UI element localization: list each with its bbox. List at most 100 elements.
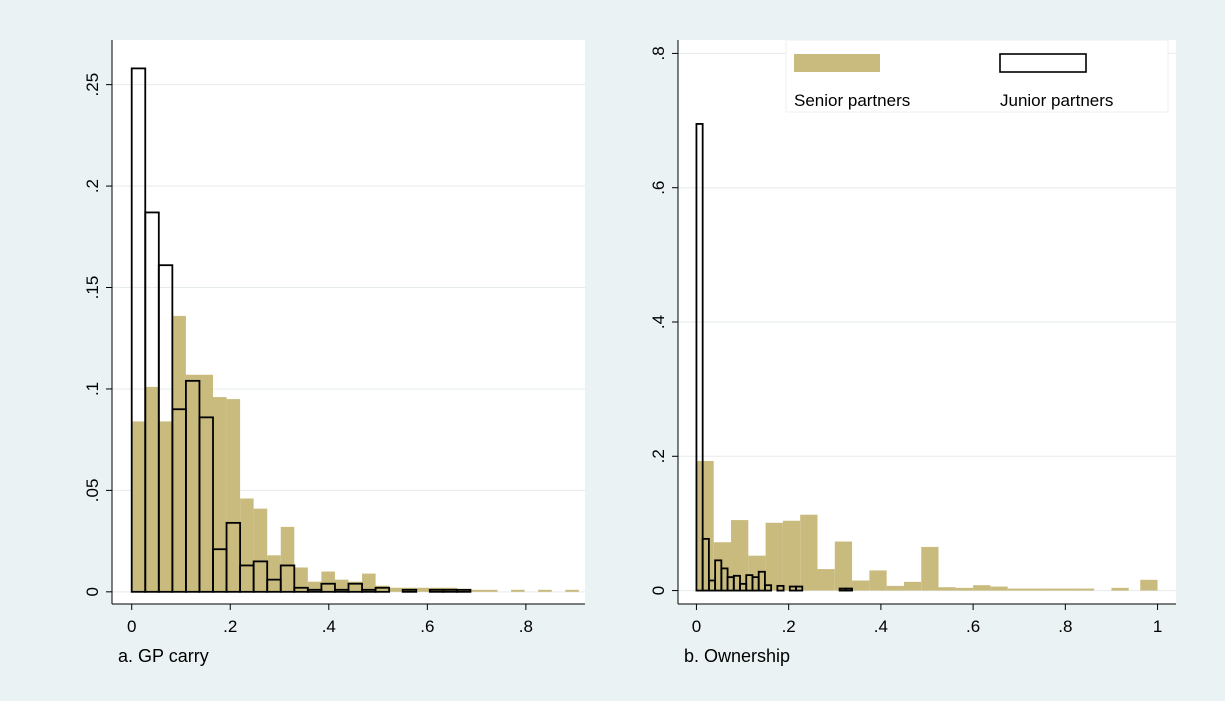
bar-senior-a-0 <box>131 421 146 592</box>
bar-senior-a-15 <box>334 579 349 592</box>
bar-senior-a-17 <box>362 573 376 592</box>
x-tick-label-a-2: .4 <box>322 617 336 636</box>
bar-senior-a-11 <box>280 526 295 592</box>
bar-senior-b-21 <box>1059 588 1077 591</box>
bar-junior-a-14 <box>320 582 336 593</box>
bar-senior-a-4 <box>185 374 200 592</box>
y-tick-label-a-2: .1 <box>83 382 102 396</box>
x-tick-label-b-5: 1 <box>1153 617 1162 636</box>
bar-senior-b-20 <box>1042 588 1060 591</box>
bar-senior-b-13 <box>921 546 939 591</box>
bar-senior-a-26 <box>483 589 498 592</box>
legend-key-junior <box>999 53 1087 73</box>
y-tick-label-a-5: .25 <box>83 73 102 97</box>
x-axis-title-a: a. GP carry <box>118 646 209 666</box>
bar-senior-a-18 <box>375 585 390 592</box>
bar-junior-a-19 <box>401 588 418 593</box>
bar-senior-b-2 <box>731 520 749 591</box>
y-tick-label-a-3: .15 <box>83 276 102 300</box>
bar-senior-b-3 <box>748 555 766 591</box>
bar-senior-a-12 <box>294 567 308 592</box>
y-tick-label-a-0: 0 <box>83 587 102 596</box>
bar-senior-b-6 <box>800 514 818 591</box>
y-tick-label-b-2: .4 <box>649 315 668 329</box>
bar-junior-b-12 <box>776 584 785 592</box>
x-tick-label-a-0: 0 <box>127 617 136 636</box>
bar-senior-b-17 <box>990 586 1008 591</box>
x-axis-title-b: b. Ownership <box>684 646 790 666</box>
bar-senior-b-23 <box>1111 587 1129 591</box>
bar-junior-a-22 <box>455 588 472 593</box>
bar-junior-b-1 <box>701 537 710 592</box>
bar-senior-a-27 <box>511 589 525 592</box>
bar-senior-a-16 <box>348 581 363 592</box>
bar-senior-b-8 <box>834 541 853 591</box>
bar-junior-a-7 <box>225 521 242 593</box>
legend-key-senior <box>794 54 880 72</box>
legend-box <box>785 39 1169 113</box>
bar-senior-b-0 <box>696 460 714 591</box>
bar-senior-a-2 <box>158 421 173 592</box>
bar-junior-b-16 <box>844 587 853 592</box>
x-tick-label-b-4: .8 <box>1058 617 1072 636</box>
bar-junior-a-16 <box>347 582 363 593</box>
legend-label-senior: Senior partners <box>794 91 910 110</box>
y-tick-label-b-4: .8 <box>649 46 668 60</box>
bar-junior-a-11 <box>279 564 296 593</box>
bar-senior-b-15 <box>955 587 974 591</box>
bar-senior-b-19 <box>1024 588 1043 591</box>
bar-senior-b-24 <box>1140 579 1158 591</box>
y-tick-label-a-1: .05 <box>83 479 102 503</box>
y-tick-label-b-0: 0 <box>649 586 668 595</box>
bar-senior-a-24 <box>456 589 471 592</box>
bar-junior-b-10 <box>757 570 766 592</box>
bar-senior-b-16 <box>973 585 991 591</box>
bar-senior-a-8 <box>240 498 254 592</box>
panel-gp-carry: 0 .05 .1 .15 .2 .25 0 .2 .4 .6 .8 a. GP carry <box>83 40 585 666</box>
bar-senior-b-14 <box>938 587 956 591</box>
bar-junior-b-0 <box>695 123 704 592</box>
bar-senior-a-6 <box>213 397 227 592</box>
bar-senior-a-19 <box>389 587 403 592</box>
bar-junior-a-9 <box>252 560 269 593</box>
bar-senior-a-25 <box>470 589 484 592</box>
bar-senior-a-7 <box>226 399 241 592</box>
bar-senior-a-10 <box>267 555 281 592</box>
x-tick-label-a-1: .2 <box>223 617 237 636</box>
bar-senior-b-5 <box>782 520 801 591</box>
y-tick-label-b-3: .6 <box>649 181 668 195</box>
bar-senior-a-14 <box>321 571 335 592</box>
bar-senior-b-12 <box>903 581 922 591</box>
x-tick-label-b-0: 0 <box>692 617 701 636</box>
bar-senior-a-13 <box>307 581 322 592</box>
x-tick-label-b-2: .4 <box>874 617 888 636</box>
bar-junior-b-14 <box>795 585 804 592</box>
bar-senior-b-22 <box>1076 588 1095 591</box>
y-tick-label-a-4: .2 <box>83 179 102 193</box>
bar-senior-b-18 <box>1007 588 1025 591</box>
bar-junior-b-11 <box>764 584 773 592</box>
x-tick-label-b-1: .2 <box>782 617 796 636</box>
legend: Senior partners Junior partners <box>785 39 1169 113</box>
bar-senior-a-29 <box>565 589 579 592</box>
bar-senior-a-28 <box>538 589 552 592</box>
legend-label-junior: Junior partners <box>1000 91 1113 110</box>
panel-ownership: 0 .2 .4 .6 .8 0 .2 .4 .6 .8 1 b. Ownership <box>649 40 1176 666</box>
bar-senior-b-9 <box>852 580 870 591</box>
bar-senior-a-5 <box>199 374 214 592</box>
bar-senior-b-4 <box>765 522 783 591</box>
bar-junior-a-18 <box>374 586 391 593</box>
bar-senior-a-3 <box>172 315 186 592</box>
x-tick-label-a-3: .6 <box>420 617 434 636</box>
bar-senior-b-10 <box>869 570 887 591</box>
x-tick-label-b-3: .6 <box>966 617 980 636</box>
bar-senior-a-21 <box>416 587 430 592</box>
bar-junior-a-5 <box>198 416 214 593</box>
x-tick-label-a-4: .8 <box>519 617 533 636</box>
bar-senior-b-7 <box>817 569 835 591</box>
y-tick-label-b-1: .2 <box>649 449 668 463</box>
bar-senior-b-11 <box>886 585 904 591</box>
bar-senior-a-9 <box>253 508 268 592</box>
